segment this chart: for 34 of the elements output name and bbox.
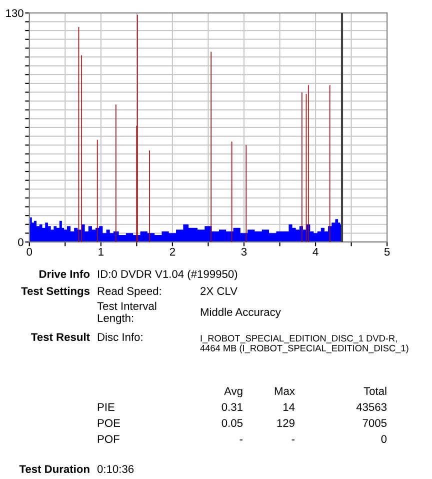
text: - <box>240 439 243 440</box>
text: - <box>292 439 295 440</box>
text: 0:10:36 <box>97 465 134 473</box>
text: 2X CLV <box>200 287 238 295</box>
x-tick-label: 1 <box>98 248 104 256</box>
text: 43563 <box>356 403 387 411</box>
text: Test Duration <box>19 464 90 473</box>
text: 7005 <box>362 419 387 427</box>
text: 14 <box>283 403 295 411</box>
text: 0.05 <box>222 419 243 427</box>
text: PIE <box>98 403 114 411</box>
text: I_ROBOT_SPECIAL_EDITION_DISC_1 DVD-R, 4464 MB (I_ROBOT_SPECIAL_EDITION_DISC_1) <box>200 335 408 354</box>
text: Test Settings <box>21 286 90 298</box>
text: Disc Info: <box>98 332 142 341</box>
text: POE <box>98 419 120 427</box>
text: Test Interval Length: <box>97 302 156 324</box>
text: Drive Info <box>40 270 90 278</box>
text: POF <box>98 435 120 443</box>
x-tick-label: 3 <box>241 248 247 256</box>
text: Avg <box>224 387 242 398</box>
x-tick-label: 0 <box>26 248 32 256</box>
x-tick-label: 5 <box>384 248 390 256</box>
text: Test Result <box>31 332 90 341</box>
text: Middle Accuracy <box>200 308 281 318</box>
text: Read Speed: <box>98 286 161 298</box>
y-tick-label: 130 <box>6 9 24 18</box>
text: ID:0 DVDR V1.04 (#199950) <box>98 270 238 280</box>
text: 129 <box>277 419 294 427</box>
x-tick-label: 4 <box>312 248 318 256</box>
text: Total <box>364 386 386 395</box>
x-tick-label: 2 <box>170 248 175 256</box>
text: Max <box>274 387 295 395</box>
text: 0 <box>381 435 387 443</box>
text: 0.31 <box>222 403 242 411</box>
